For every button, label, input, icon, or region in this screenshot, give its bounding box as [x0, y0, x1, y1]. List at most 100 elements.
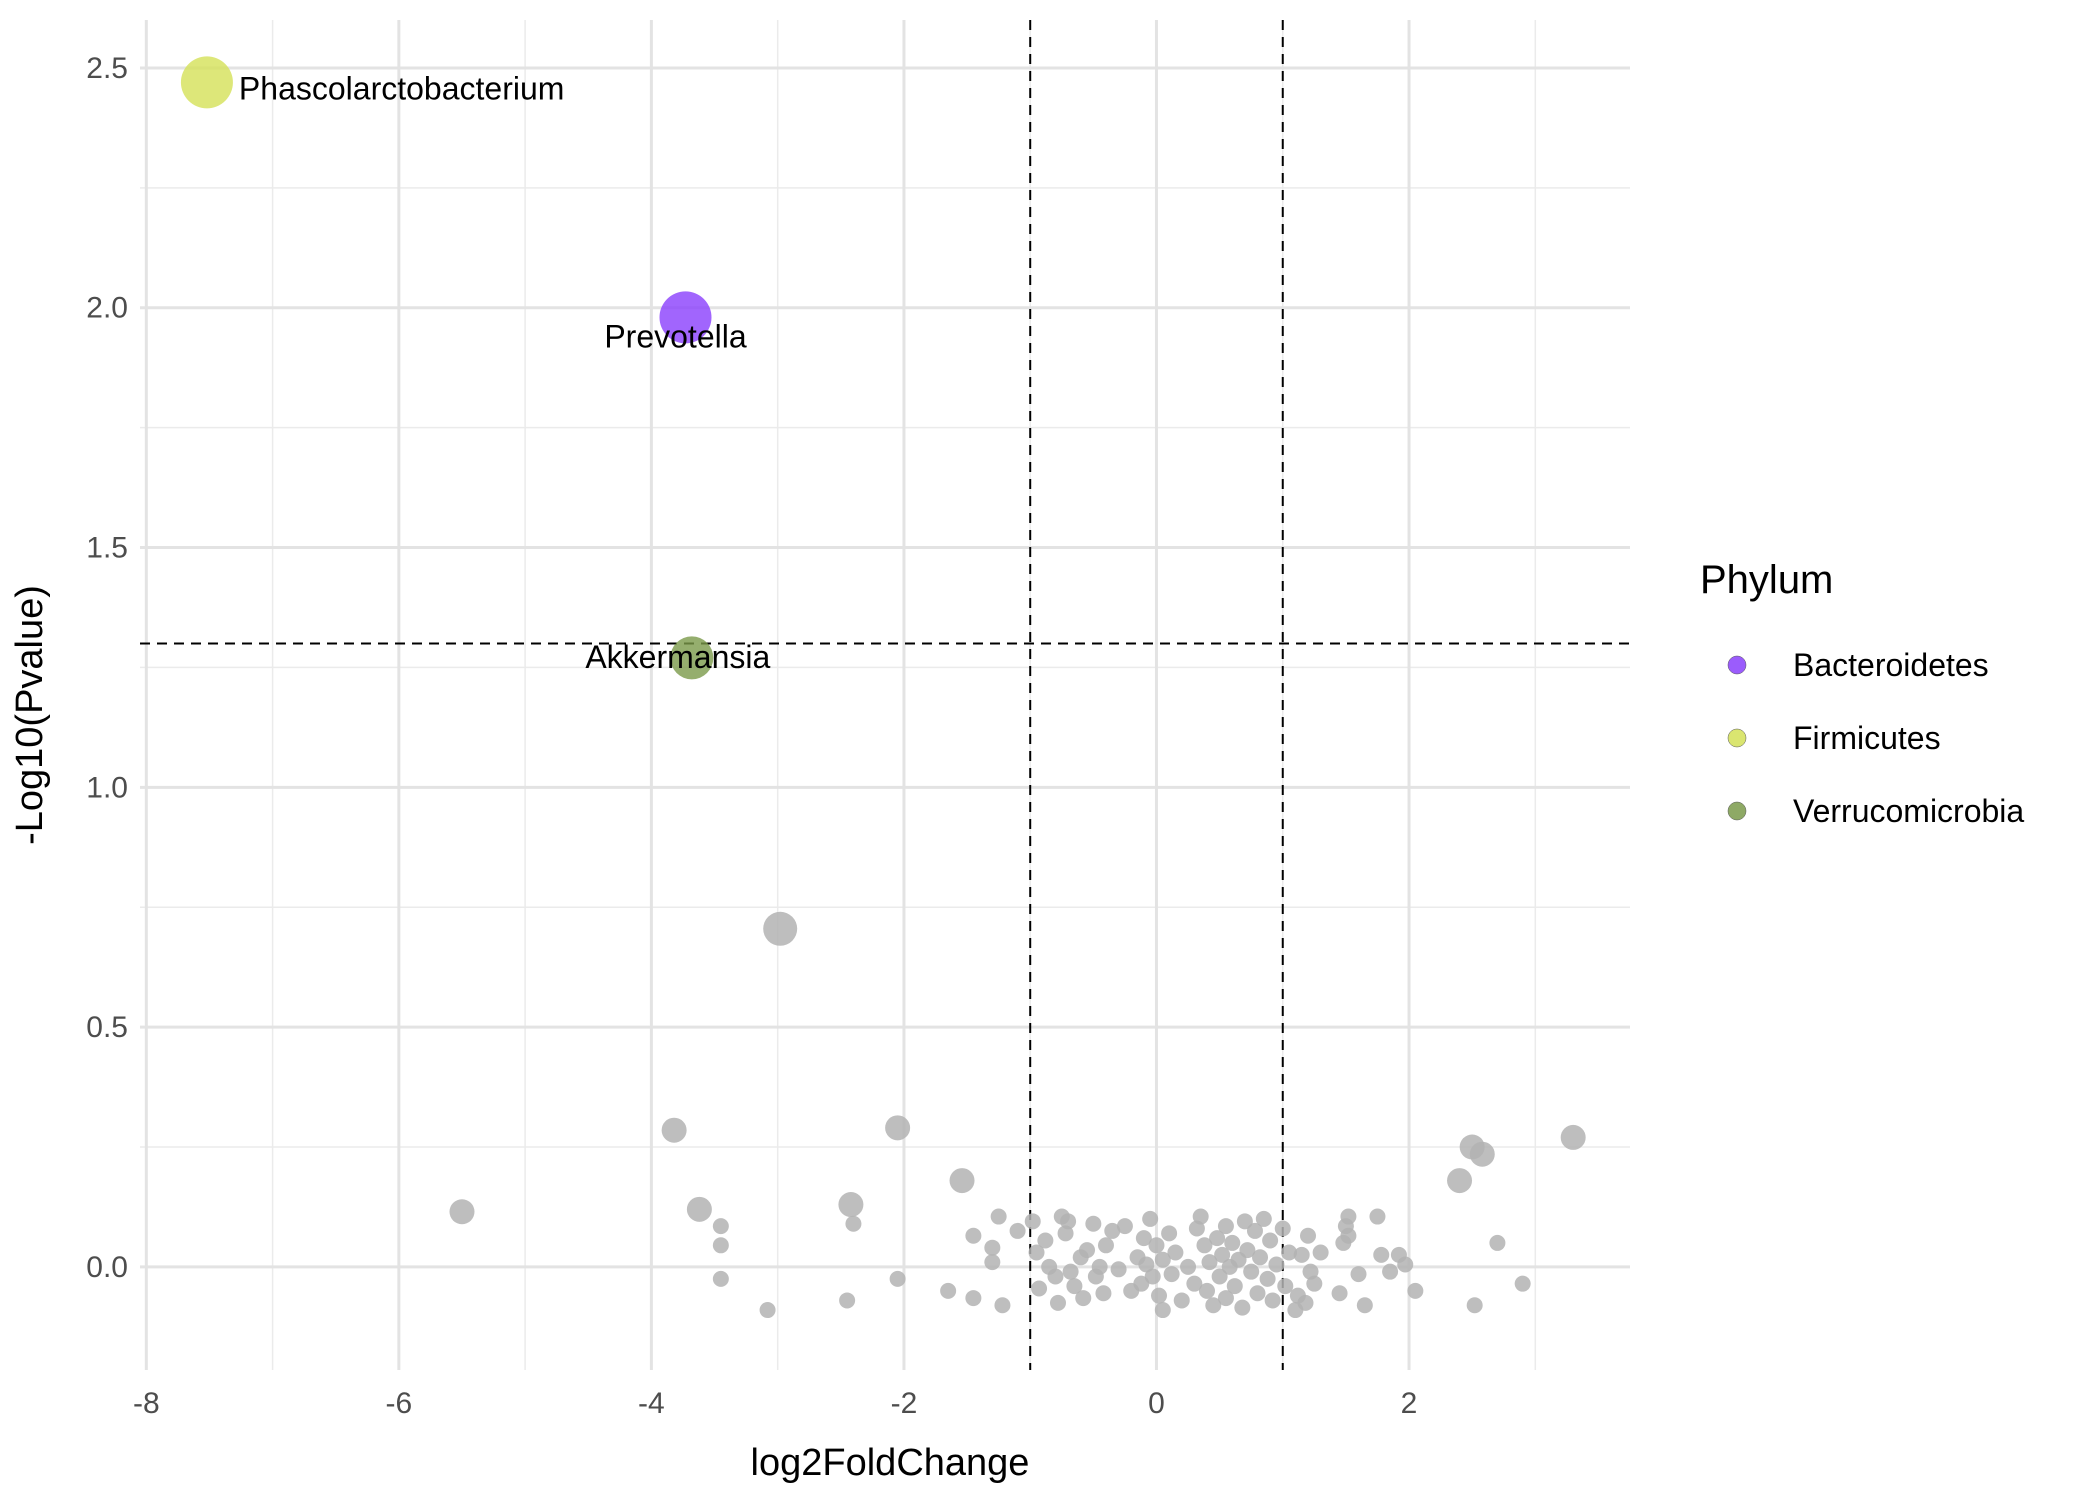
data-point	[1142, 1210, 1159, 1227]
y-tick-label: 0.5	[86, 1011, 128, 1044]
data-point	[1262, 1232, 1279, 1249]
data-point	[1148, 1237, 1165, 1254]
data-point	[1560, 1124, 1586, 1150]
data-point	[1469, 1141, 1495, 1167]
data-point	[1024, 1213, 1041, 1230]
data-point	[889, 1270, 906, 1287]
data-point	[949, 1168, 975, 1194]
data-point	[1138, 1256, 1155, 1273]
data-point	[661, 1117, 687, 1143]
data-point	[1110, 1261, 1127, 1278]
x-tick-label: 0	[1148, 1387, 1165, 1420]
data-point	[1135, 1230, 1152, 1247]
data-point	[712, 1218, 729, 1235]
data-point	[1373, 1246, 1390, 1263]
data-point	[845, 1215, 862, 1232]
point-labels: Phascolarctobacterium Prevotella Akkermans…	[239, 70, 771, 674]
data-point	[1154, 1302, 1171, 1319]
data-point	[1331, 1285, 1348, 1302]
data-point	[1255, 1210, 1272, 1227]
legend-label: Bacteroidetes	[1793, 647, 1989, 683]
data-point	[1224, 1234, 1241, 1251]
data-point	[839, 1292, 856, 1309]
data-point	[1049, 1294, 1066, 1311]
data-point	[1312, 1244, 1329, 1261]
data-point	[1489, 1234, 1506, 1251]
legend-swatch	[1727, 728, 1747, 748]
highlighted-point	[670, 636, 714, 680]
data-point	[1196, 1237, 1213, 1254]
data-point	[1192, 1208, 1209, 1225]
data-point	[1151, 1287, 1168, 1304]
x-tick-label: 2	[1401, 1387, 1418, 1420]
data-point	[1236, 1213, 1253, 1230]
data-point	[686, 1196, 712, 1222]
data-point	[1205, 1297, 1222, 1314]
highlighted-point	[659, 291, 712, 344]
data-point	[1382, 1263, 1399, 1280]
data-point	[1154, 1251, 1171, 1268]
data-point	[449, 1199, 475, 1225]
data-point	[1095, 1285, 1112, 1302]
grid-lines	[140, 20, 1630, 1370]
data-point	[1297, 1294, 1314, 1311]
data-point	[1239, 1242, 1256, 1259]
data-point	[1369, 1208, 1386, 1225]
threshold-lines	[140, 20, 1630, 1370]
data-point	[990, 1208, 1007, 1225]
data-point	[1180, 1258, 1197, 1275]
data-point	[1009, 1222, 1026, 1239]
data-point	[1447, 1168, 1473, 1194]
y-tick-label: 0.0	[86, 1251, 128, 1284]
data-point	[994, 1297, 1011, 1314]
data-point	[1057, 1225, 1074, 1242]
legend: Phylum Bacteroidetes Firmicutes Verrucomic…	[1700, 558, 2024, 829]
data-point	[1133, 1275, 1150, 1292]
data-point	[1201, 1254, 1218, 1271]
data-point	[1198, 1282, 1215, 1299]
data-point	[1264, 1292, 1281, 1309]
data-point	[1356, 1297, 1373, 1314]
legend-label: Firmicutes	[1793, 720, 1941, 756]
data-point	[1226, 1278, 1243, 1295]
data-point	[1252, 1249, 1269, 1266]
data-point	[1281, 1244, 1298, 1261]
data-point	[1340, 1208, 1357, 1225]
data-point	[940, 1282, 957, 1299]
data-point	[1167, 1244, 1184, 1261]
x-axis-ticks: -8 -6 -4 -2 0 2	[133, 1387, 1417, 1420]
data-point	[1249, 1285, 1266, 1302]
point-label: Akkermansia	[585, 639, 770, 675]
data-point	[1259, 1270, 1276, 1287]
data-point	[1066, 1278, 1083, 1295]
legend-entries: Bacteroidetes Firmicutes Verrucomicrobia	[1727, 647, 2024, 829]
x-axis-title: log2FoldChange	[751, 1442, 1030, 1484]
data-point	[965, 1290, 982, 1307]
x-tick-label: -2	[891, 1387, 918, 1420]
data-point	[1514, 1275, 1531, 1292]
data-point	[1028, 1244, 1045, 1261]
data-point	[1306, 1275, 1323, 1292]
legend-swatch	[1727, 801, 1747, 821]
legend-swatch	[1727, 655, 1747, 675]
data-point	[1466, 1297, 1483, 1314]
data-point	[1350, 1266, 1367, 1283]
y-tick-label: 1.0	[86, 771, 128, 804]
legend-label: Verrucomicrobia	[1793, 793, 2024, 829]
data-point	[1116, 1218, 1133, 1235]
point-label: Phascolarctobacterium	[239, 70, 564, 106]
y-tick-label: 2.0	[86, 292, 128, 325]
data-point	[1144, 1268, 1161, 1285]
data-point	[1211, 1268, 1228, 1285]
data-point	[712, 1237, 729, 1254]
data-point	[1079, 1242, 1096, 1259]
data-point	[1062, 1263, 1079, 1280]
data-point	[1163, 1266, 1180, 1283]
data-point	[1340, 1227, 1357, 1244]
data-point	[1047, 1268, 1064, 1285]
data-point	[1234, 1299, 1251, 1316]
y-tick-label: 1.5	[86, 532, 128, 565]
data-point	[1407, 1282, 1424, 1299]
y-axis-title: -Log10(Pvalue)	[9, 585, 51, 845]
data-point	[1037, 1232, 1054, 1249]
